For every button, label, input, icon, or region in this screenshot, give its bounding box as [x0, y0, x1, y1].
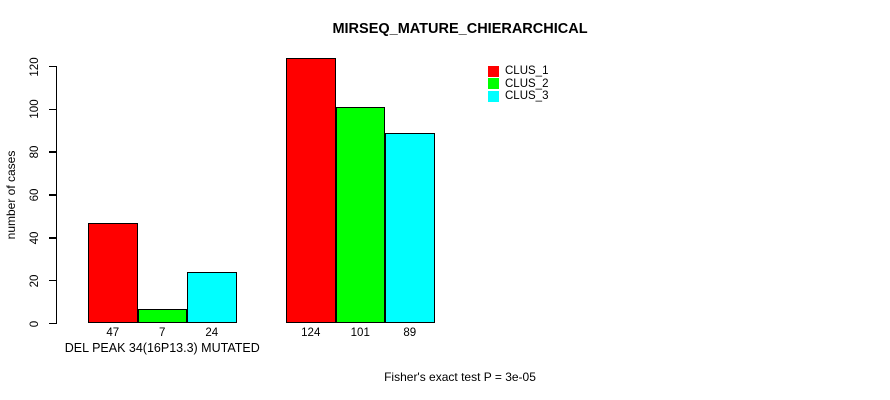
- y-axis-line: [55, 66, 57, 324]
- x-group-label: DEL PEAK 34(16P13.3) MUTATED: [64, 341, 260, 355]
- y-tick: [48, 151, 56, 153]
- legend-item-label: CLUS_1: [505, 65, 549, 77]
- y-tick: [48, 279, 56, 282]
- bar-clus_3-group1: [187, 272, 237, 324]
- y-tick-label: 40: [29, 231, 41, 245]
- y-tick-label: 80: [29, 145, 41, 159]
- legend-item-label: CLUS_3: [505, 90, 549, 103]
- y-tick-label: 120: [29, 56, 41, 77]
- legend-item: CLUS_2: [488, 78, 548, 90]
- bar-value-label: 24: [205, 327, 219, 339]
- legend-item-label: CLUS_2: [505, 77, 549, 90]
- y-tick: [48, 322, 56, 325]
- legend-item: CLUS_3: [488, 90, 548, 102]
- y-tick: [48, 65, 56, 68]
- bar-clus_3-group2: [385, 132, 435, 324]
- y-tick: [48, 108, 56, 111]
- bar-value-label: 124: [301, 327, 321, 339]
- bar-clus_2-group1: [137, 308, 187, 324]
- bar-clus_1-group1: [88, 222, 138, 324]
- legend-item: CLUS_1: [488, 65, 548, 77]
- bar-value-label: 101: [350, 327, 370, 339]
- y-tick-label: 0: [29, 320, 41, 327]
- y-tick-label: 20: [29, 274, 41, 288]
- y-tick: [48, 194, 56, 196]
- legend-swatch-clus_1: [488, 65, 499, 77]
- bar-value-label: 47: [106, 327, 120, 339]
- bar-clus_1-group2: [286, 57, 336, 324]
- bar-clus_2-group2: [335, 107, 385, 324]
- bar-value-label: 89: [403, 327, 417, 339]
- y-tick-label: 60: [29, 188, 41, 202]
- bar-value-label: 7: [159, 327, 166, 339]
- y-tick: [48, 237, 56, 239]
- legend-swatch-clus_3: [488, 90, 499, 102]
- y-tick-label: 100: [29, 99, 41, 119]
- fisher-test-caption: Fisher's exact test P = 3e-05: [384, 370, 536, 384]
- legend-swatch-clus_2: [488, 78, 499, 90]
- y-axis-label: number of cases: [4, 150, 18, 240]
- chart-title: MIRSEQ_MATURE_CHIERARCHICAL: [332, 21, 588, 37]
